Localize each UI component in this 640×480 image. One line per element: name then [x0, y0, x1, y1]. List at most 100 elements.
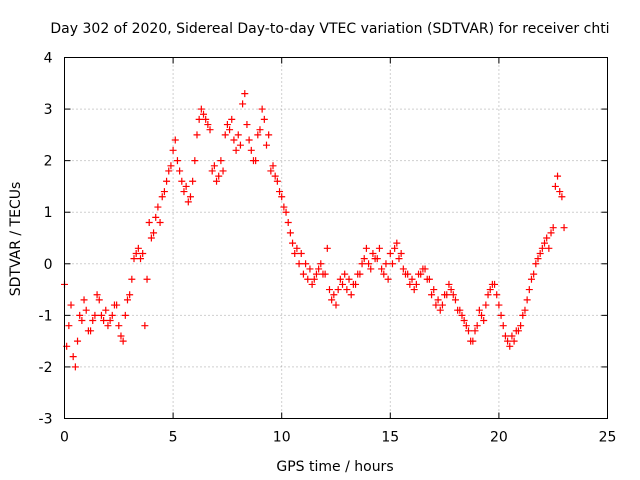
data-point — [76, 311, 84, 319]
chart-title: Day 302 of 2020, Sidereal Day-to-day VTE… — [50, 21, 609, 37]
data-point — [519, 311, 527, 319]
data-point — [143, 275, 151, 283]
data-point — [180, 188, 188, 196]
data-point — [230, 136, 238, 144]
data-point — [234, 131, 242, 139]
data-point — [226, 126, 234, 134]
data-point — [462, 322, 470, 330]
data-point — [558, 193, 566, 201]
data-point — [319, 270, 327, 278]
data-point — [265, 131, 273, 139]
data-point — [345, 275, 353, 283]
data-point — [156, 219, 164, 227]
data-point — [365, 260, 373, 268]
data-point — [406, 280, 414, 288]
data-point — [239, 100, 247, 108]
data-point — [163, 177, 171, 185]
data-point — [501, 332, 509, 340]
data-point — [343, 286, 351, 294]
data-point — [336, 275, 344, 283]
data-point — [221, 131, 229, 139]
x-axis-label: GPS time / hours — [276, 459, 393, 475]
data-point — [165, 167, 173, 175]
data-point — [210, 162, 218, 170]
data-point — [388, 260, 396, 268]
data-point — [137, 255, 145, 263]
data-point — [486, 286, 494, 294]
data-point — [467, 337, 475, 345]
data-point — [386, 249, 394, 257]
data-point — [430, 286, 438, 294]
data-point — [78, 317, 86, 325]
data-point — [243, 121, 251, 129]
data-point — [302, 260, 310, 268]
data-point — [380, 270, 388, 278]
data-point — [410, 286, 418, 294]
data-point — [219, 167, 227, 175]
data-point — [84, 327, 92, 335]
data-point — [217, 157, 225, 165]
data-point — [278, 193, 286, 201]
data-point — [449, 291, 457, 299]
data-point — [306, 265, 314, 273]
data-point — [182, 182, 190, 190]
data-point — [191, 157, 199, 165]
data-point — [304, 275, 312, 283]
data-point — [549, 224, 557, 232]
y-tick-label: -1 — [39, 308, 53, 324]
data-point — [339, 280, 347, 288]
y-tick-label: 1 — [44, 205, 53, 221]
x-tick-label: 15 — [381, 430, 399, 446]
data-point — [186, 193, 194, 201]
data-point — [69, 353, 77, 361]
data-point — [260, 115, 268, 123]
data-point — [189, 177, 197, 185]
data-point — [391, 244, 399, 252]
data-point — [432, 301, 440, 309]
data-point — [560, 224, 568, 232]
data-point — [152, 213, 160, 221]
data-point — [428, 291, 436, 299]
data-point — [202, 115, 210, 123]
data-point — [247, 146, 255, 154]
data-point — [269, 162, 277, 170]
x-tick-label: 10 — [273, 430, 291, 446]
data-point — [504, 337, 512, 345]
data-point — [282, 208, 290, 216]
y-tick-label: 2 — [44, 154, 53, 170]
data-point — [241, 90, 249, 98]
data-point — [67, 301, 75, 309]
data-point — [130, 255, 138, 263]
y-tick-label: -2 — [39, 360, 53, 376]
data-point — [347, 291, 355, 299]
data-point — [436, 306, 444, 314]
data-point — [102, 306, 110, 314]
data-point — [527, 275, 535, 283]
data-point — [65, 322, 73, 330]
data-point — [358, 260, 366, 268]
data-point — [117, 332, 125, 340]
data-point — [484, 291, 492, 299]
data-point — [551, 182, 559, 190]
data-point — [547, 229, 555, 237]
data-point — [74, 337, 82, 345]
data-point — [554, 172, 562, 180]
data-point — [397, 249, 405, 257]
data-point — [95, 296, 103, 304]
data-point — [523, 296, 531, 304]
data-point — [204, 121, 212, 129]
data-point — [273, 177, 281, 185]
data-point — [123, 296, 131, 304]
data-point — [293, 244, 301, 252]
data-point — [147, 234, 155, 242]
data-point — [423, 275, 431, 283]
data-point — [310, 275, 318, 283]
data-point — [80, 296, 88, 304]
data-point — [499, 322, 507, 330]
data-point — [360, 255, 368, 263]
data-point — [341, 270, 349, 278]
data-point — [521, 306, 529, 314]
data-point — [91, 311, 99, 319]
data-point — [471, 327, 479, 335]
